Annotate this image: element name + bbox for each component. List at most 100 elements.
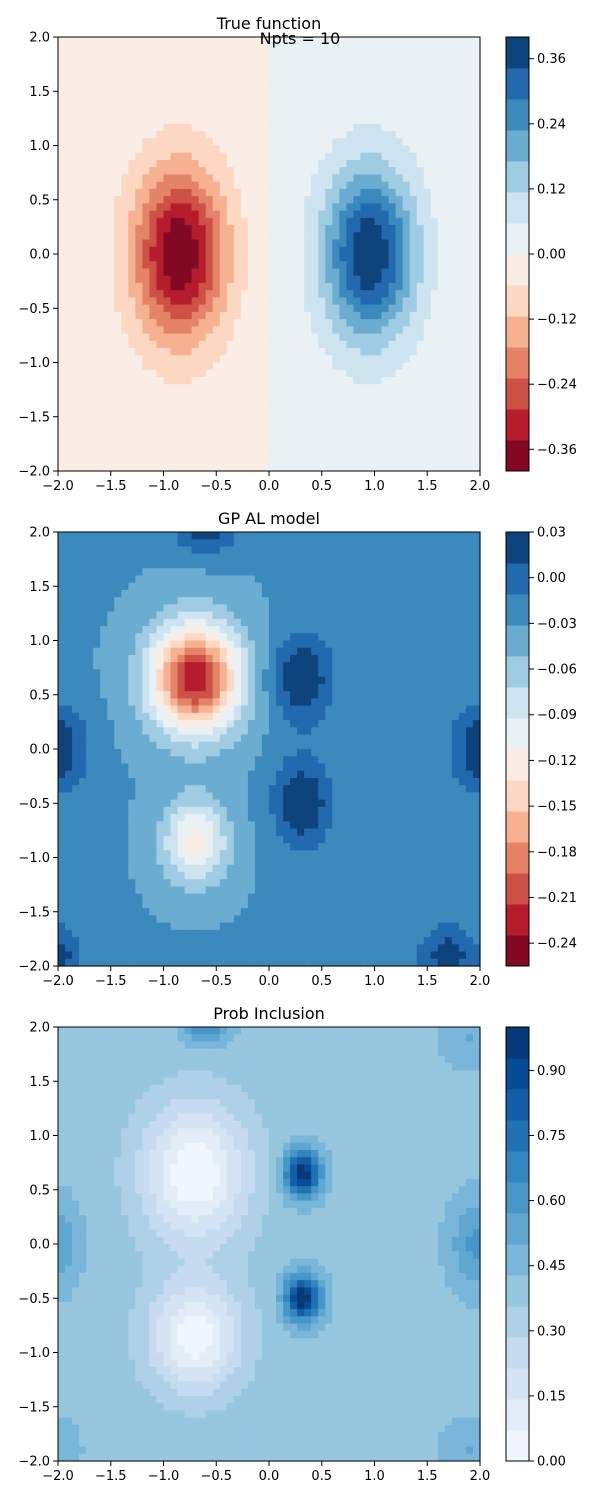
heatmap-cell xyxy=(100,282,108,291)
heatmap-cell xyxy=(86,929,94,938)
heatmap-cell xyxy=(135,705,143,714)
heatmap-cell xyxy=(283,167,291,176)
heatmap-cell xyxy=(184,239,193,248)
heatmap-cell xyxy=(184,326,193,335)
heatmap-cell xyxy=(226,37,235,45)
heatmap-cell xyxy=(290,196,298,204)
heatmap-cell xyxy=(142,413,151,421)
heatmap-cell xyxy=(100,720,108,728)
heatmap-cell xyxy=(311,297,319,306)
heatmap-cell xyxy=(269,340,277,349)
heatmap-cell xyxy=(465,340,474,349)
heatmap-cell xyxy=(184,376,193,385)
heatmap-cell xyxy=(416,456,425,465)
heatmap-cell xyxy=(240,87,249,96)
heatmap-cell xyxy=(86,80,94,89)
heatmap-cell xyxy=(290,51,298,60)
heatmap-cell xyxy=(458,44,467,53)
heatmap-cell xyxy=(233,268,242,277)
heatmap-cell xyxy=(198,116,207,125)
heatmap-cell xyxy=(219,333,228,342)
heatmap-cell xyxy=(86,239,94,248)
heatmap-cell xyxy=(423,131,432,139)
heatmap-cell xyxy=(177,340,186,349)
heatmap-cell xyxy=(472,188,481,197)
heatmap-cell xyxy=(128,311,136,320)
heatmap-cell xyxy=(346,37,354,45)
heatmap-cell xyxy=(388,217,397,226)
heatmap-cell xyxy=(142,958,151,967)
heatmap-cell xyxy=(247,239,256,248)
heatmap-cell xyxy=(114,348,122,356)
heatmap-cell xyxy=(163,958,172,967)
heatmap-cell xyxy=(72,123,80,132)
heatmap-cell xyxy=(93,727,101,736)
heatmap-cell xyxy=(233,44,242,53)
heatmap-cell xyxy=(247,102,256,110)
heatmap-cell xyxy=(128,449,136,458)
heatmap-cell xyxy=(149,434,158,443)
heatmap-cell xyxy=(100,756,108,765)
heatmap-cell xyxy=(367,73,376,81)
heatmap-cell xyxy=(297,116,305,125)
heatmap-cell xyxy=(114,384,122,393)
heatmap-cell xyxy=(325,376,333,385)
heatmap-cell xyxy=(332,232,340,241)
heatmap-cell xyxy=(318,326,326,335)
heatmap-cell xyxy=(135,145,143,154)
heatmap-cell xyxy=(360,181,369,190)
heatmap-cell xyxy=(430,290,439,298)
heatmap-cell xyxy=(318,362,326,371)
heatmap-cell xyxy=(128,756,136,765)
heatmap-cell xyxy=(65,319,73,327)
heatmap-cell xyxy=(276,282,284,291)
heatmap-cell xyxy=(163,159,172,168)
colorbar-segment xyxy=(506,316,529,348)
heatmap-cell xyxy=(163,261,172,270)
heatmap-cell xyxy=(79,44,87,53)
heatmap-cell xyxy=(339,65,347,74)
heatmap-cell xyxy=(276,369,284,378)
heatmap-cell xyxy=(72,770,80,779)
heatmap-cell xyxy=(128,546,136,555)
heatmap-cell xyxy=(283,210,291,219)
heatmap-cell xyxy=(65,413,73,421)
heatmap-cell xyxy=(381,116,390,125)
heatmap-cell xyxy=(304,326,312,335)
heatmap-cell xyxy=(135,568,143,576)
heatmap-cell xyxy=(128,575,136,584)
heatmap-cell xyxy=(325,340,333,349)
heatmap-cell xyxy=(170,770,179,779)
heatmap-cell xyxy=(247,94,256,103)
heatmap-cell xyxy=(156,44,165,53)
heatmap-cell xyxy=(163,908,172,916)
heatmap-cell xyxy=(472,268,481,277)
heatmap-cell xyxy=(93,420,101,429)
heatmap-cell xyxy=(93,348,101,356)
heatmap-cell xyxy=(184,821,193,830)
heatmap-cell xyxy=(318,463,326,472)
heatmap-cell xyxy=(437,297,446,306)
heatmap-cell xyxy=(219,87,228,96)
heatmap-cell xyxy=(58,420,66,429)
heatmap-cell xyxy=(149,261,158,270)
heatmap-cell xyxy=(72,857,80,866)
heatmap-cell xyxy=(437,152,446,161)
heatmap-cell xyxy=(79,843,87,851)
heatmap-cell xyxy=(142,582,151,591)
heatmap-cell xyxy=(156,785,165,793)
heatmap-cell xyxy=(149,123,158,132)
heatmap-cell xyxy=(100,915,108,924)
heatmap-cell xyxy=(409,420,418,429)
heatmap-cell xyxy=(332,109,340,118)
heatmap-cell xyxy=(233,159,242,168)
heatmap-cell xyxy=(290,355,298,364)
heatmap-cell xyxy=(311,109,319,118)
heatmap-cell xyxy=(156,369,165,378)
heatmap-cell xyxy=(156,348,165,356)
heatmap-cell xyxy=(184,261,193,270)
heatmap-cell xyxy=(367,225,376,233)
heatmap-cell xyxy=(409,196,418,204)
heatmap-cell xyxy=(472,254,481,262)
heatmap-cell xyxy=(135,640,143,649)
